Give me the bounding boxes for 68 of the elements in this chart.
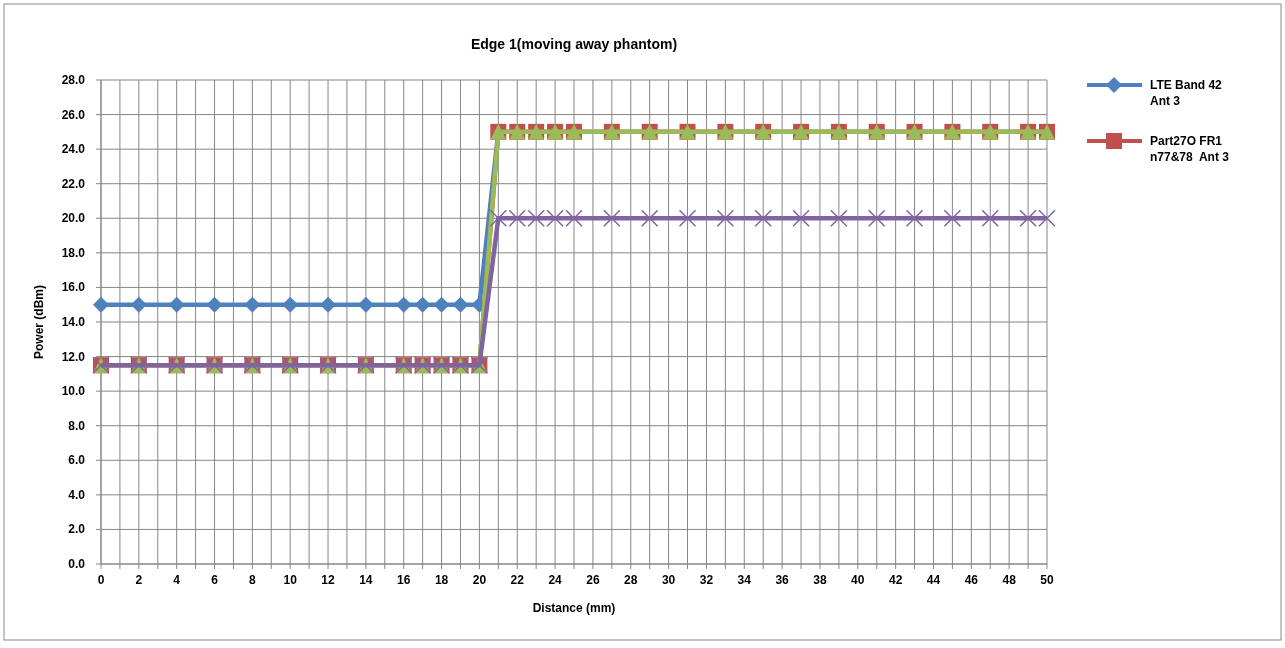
chart-title: Edge 1(moving away phantom) [470, 36, 678, 52]
x-tick-label: 42 [888, 573, 903, 587]
point [282, 296, 299, 313]
point [678, 209, 697, 228]
point [603, 209, 621, 228]
x-tick-label: 46 [964, 573, 979, 587]
x-tick-label: 26 [586, 573, 600, 587]
point [981, 209, 999, 228]
y-tick-label: 4.0 [68, 487, 86, 502]
x-tick-label: 40 [851, 573, 865, 587]
x-tick-label: 4 [173, 573, 181, 587]
point [905, 209, 924, 228]
point [414, 296, 431, 313]
point [395, 296, 412, 313]
y-tick-label: 22.0 [61, 176, 86, 191]
x-tick-label: 16 [397, 573, 411, 587]
point [754, 209, 772, 228]
x-tick-label: 28 [624, 573, 638, 587]
x-tick-label: 10 [283, 573, 298, 587]
y-tick-label: 2.0 [68, 522, 86, 537]
point [867, 209, 886, 228]
x-tick-label: 14 [359, 573, 373, 587]
x-tick-label: 44 [926, 573, 941, 587]
x-tick-label: 50 [1040, 573, 1054, 587]
y-tick-label: 26.0 [61, 107, 86, 122]
x-axis-title: Distance (mm) [532, 601, 616, 615]
point [943, 209, 962, 228]
y-tick-label: 0.0 [68, 557, 86, 571]
point [357, 296, 374, 313]
x-tick-label: 20 [472, 573, 487, 587]
x-tick-label: 0 [97, 573, 105, 587]
x-tick-label: 34 [737, 573, 752, 587]
x-tick-label: 18 [434, 573, 449, 587]
point [93, 296, 109, 313]
y-tick-label: 24.0 [61, 142, 86, 157]
legend-label: Part27O FR1 n77&78 Ant 3 [1150, 134, 1230, 164]
x-tick-label: 22 [510, 573, 525, 587]
point [830, 209, 848, 228]
x-tick-label: 2 [135, 573, 143, 587]
y-tick-label: 10.0 [61, 384, 86, 399]
x-tick-label: 6 [211, 573, 219, 587]
point [792, 209, 810, 228]
x-tick-label: 30 [661, 573, 676, 587]
y-tick-label: 12.0 [61, 349, 86, 364]
point [168, 296, 185, 313]
x-tick-label: 24 [548, 573, 563, 587]
point [130, 296, 147, 313]
x-tick-label: 32 [699, 573, 714, 587]
y-tick-label: 14.0 [61, 315, 86, 329]
point [206, 296, 223, 313]
y-tick-label: 20.0 [61, 211, 86, 226]
x-tick-label: 38 [813, 573, 827, 587]
x-tick-label: 36 [775, 573, 790, 587]
y-tick-label: 8.0 [68, 418, 86, 433]
point [244, 296, 261, 313]
legend-label: LTE Band 42 Ant 3 [1150, 78, 1223, 108]
x-tick-label: 48 [1002, 573, 1017, 587]
point [640, 209, 659, 228]
x-tick-label: 8 [249, 573, 257, 587]
point [716, 209, 735, 228]
y-tick-label: 6.0 [68, 453, 86, 468]
point [433, 296, 450, 313]
point [452, 296, 469, 313]
y-tick-label: 16.0 [61, 280, 86, 295]
y-tick-label: 18.0 [61, 245, 86, 260]
y-axis-title: Power (dBm) [32, 284, 46, 360]
x-tick-label: 12 [321, 573, 336, 587]
y-tick-label: 28.0 [61, 73, 86, 87]
